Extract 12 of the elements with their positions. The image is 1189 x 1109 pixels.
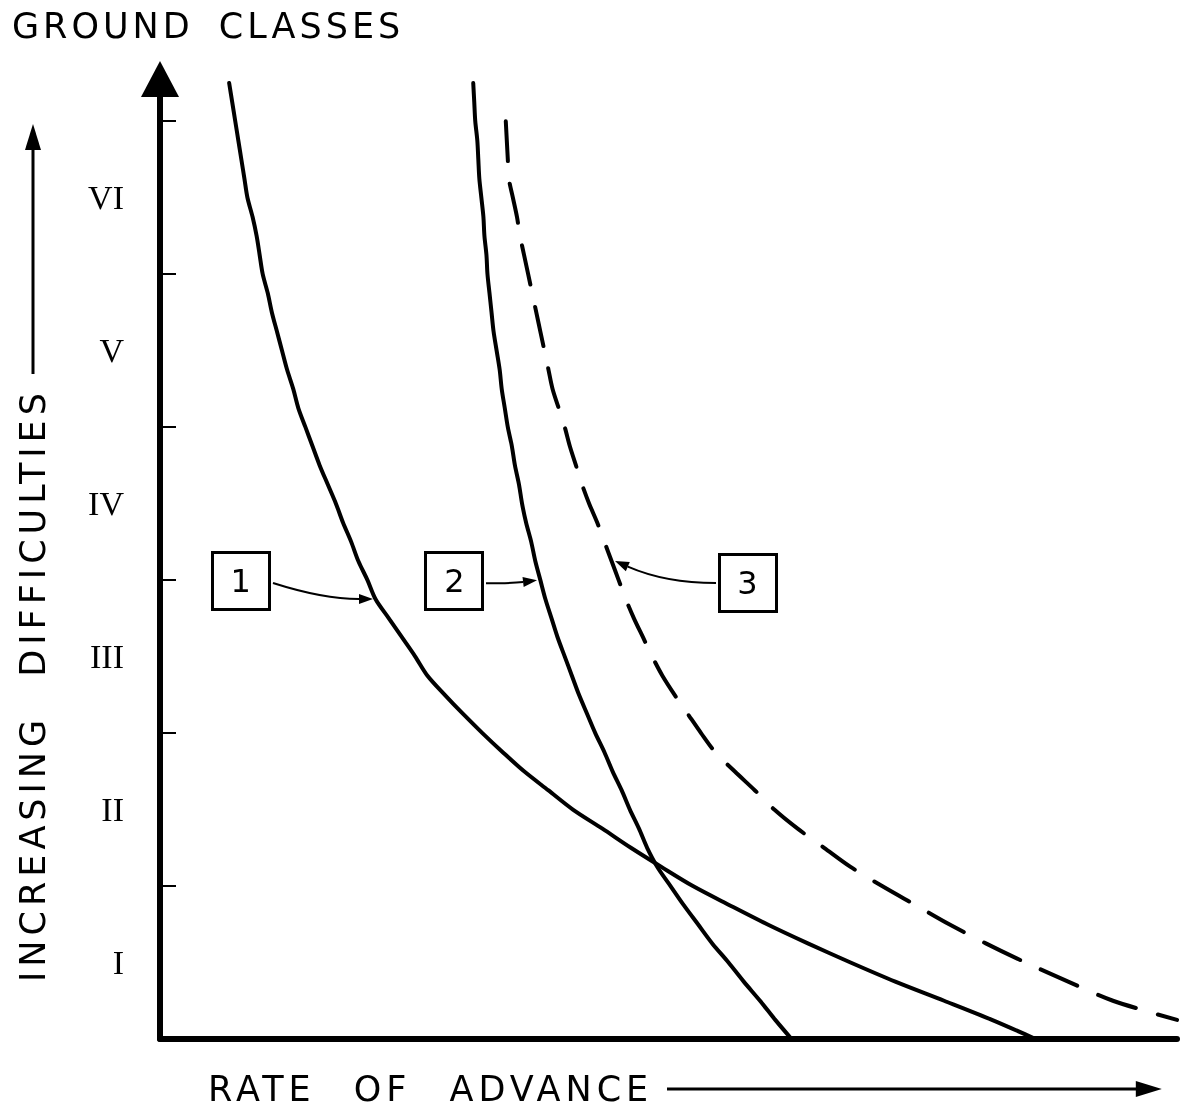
y-tick-label: V [99, 332, 125, 370]
chart-title: GROUND CLASSES [12, 6, 405, 46]
annotation: 2 [424, 551, 485, 612]
y-tick-label: IV [88, 485, 125, 523]
y-tick-label: VI [88, 179, 124, 217]
annotation: 1 [210, 551, 271, 612]
annotation: 3 [717, 553, 778, 613]
y-tick-label: II [101, 791, 124, 829]
x-axis-title: RATE OF ADVANCE [208, 1069, 654, 1109]
y-axis-title: INCREASING DIFFICULTIES [13, 388, 53, 982]
y-tick-label: III [90, 638, 124, 676]
y-tick-label: I [112, 944, 124, 982]
